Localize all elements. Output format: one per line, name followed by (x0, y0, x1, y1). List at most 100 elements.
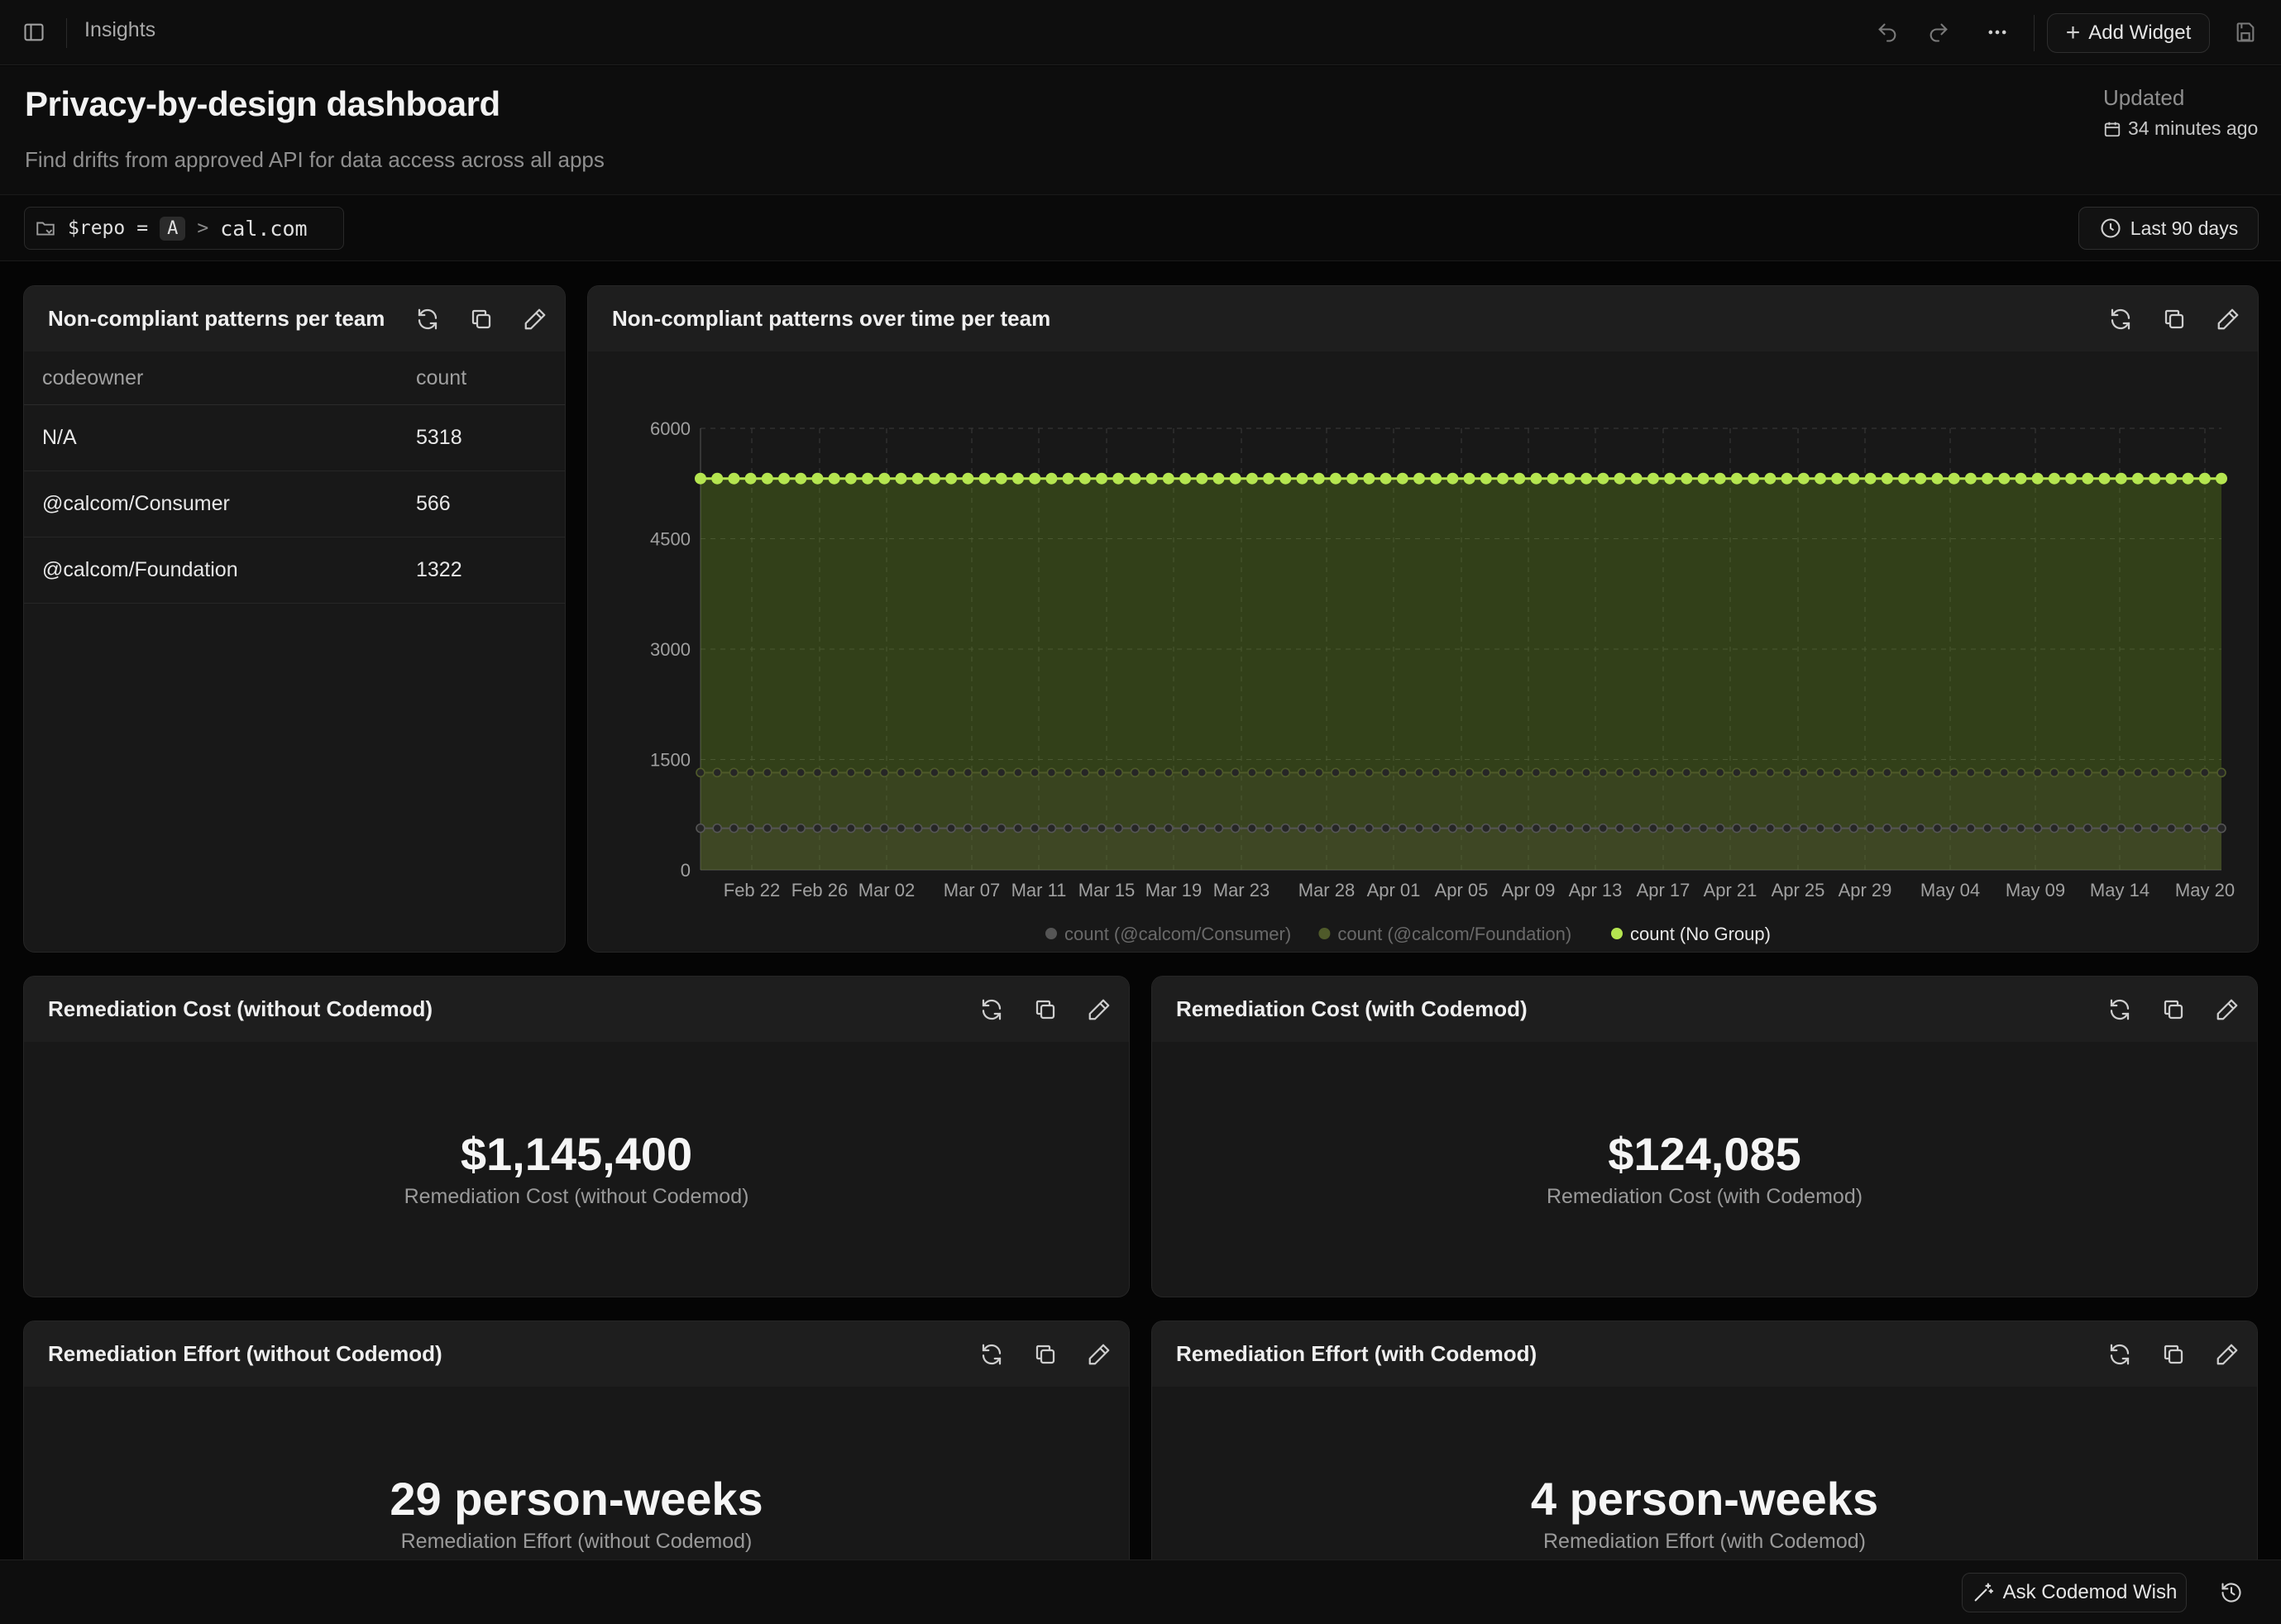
save-icon[interactable] (2227, 14, 2264, 50)
table-row[interactable]: N/A 5318 (24, 404, 565, 471)
data-point (1864, 472, 1877, 485)
ask-codemod-wish-button[interactable]: Ask Codemod Wish (1962, 1573, 2187, 1612)
data-point (796, 767, 806, 778)
edit-pencil-icon[interactable] (1081, 993, 1117, 1026)
cell-count: 5318 (416, 404, 565, 471)
data-point (2199, 767, 2210, 778)
edit-pencil-icon[interactable] (1081, 1338, 1117, 1371)
data-point (1197, 823, 1207, 833)
data-point (1113, 823, 1124, 833)
widget-header (1152, 977, 2257, 1042)
data-point (1380, 472, 1392, 485)
data-point (1363, 472, 1375, 485)
data-point (2216, 767, 2226, 778)
data-point (1080, 767, 1090, 778)
legend-label: count (No Group) (1630, 924, 1771, 944)
cell-count: 566 (416, 470, 565, 537)
data-point (979, 823, 990, 833)
edit-pencil-icon[interactable] (2209, 993, 2245, 1026)
team-table: codeowner count N/A 5318 @calcom/Consume… (24, 352, 565, 604)
data-point (1213, 823, 1224, 833)
data-point (1764, 472, 1777, 485)
data-point (1848, 472, 1860, 485)
data-point (1999, 823, 2010, 833)
legend-marker (1611, 928, 1623, 939)
data-point (1347, 767, 1357, 778)
edit-pencil-icon[interactable] (2210, 303, 2246, 336)
data-point (1313, 823, 1324, 833)
edit-pencil-icon[interactable] (2209, 1338, 2245, 1371)
data-point (1297, 823, 1308, 833)
data-point (1580, 472, 1593, 485)
data-point (2083, 823, 2093, 833)
duplicate-icon[interactable] (463, 303, 500, 336)
data-point (1346, 472, 1359, 485)
data-point (2166, 823, 2177, 833)
filter-bar (0, 195, 2281, 261)
metric-value: $124,085 (1608, 1128, 1801, 1180)
duplicate-icon[interactable] (1027, 1338, 1064, 1371)
table-row[interactable]: @calcom/Consumer 566 (24, 470, 565, 537)
data-point (1313, 767, 1324, 778)
column-header-codeowner[interactable]: codeowner (24, 352, 416, 405)
data-point (1162, 472, 1174, 485)
widget-title: Non-compliant patterns per team (48, 306, 385, 331)
data-point (895, 472, 907, 485)
duplicate-icon[interactable] (1027, 993, 1064, 1026)
breadcrumb[interactable]: Insights (84, 18, 156, 41)
updated-time: 34 minutes ago (2103, 117, 2258, 140)
data-point (829, 767, 839, 778)
data-point (996, 767, 1007, 778)
data-point (778, 472, 791, 485)
repo-folder-icon (36, 222, 55, 236)
column-header-count[interactable]: count (416, 352, 565, 405)
refresh-icon[interactable] (409, 303, 446, 336)
data-point (1630, 472, 1643, 485)
x-tick-label: Apr 21 (1704, 880, 1757, 900)
sidebar-toggle-icon[interactable] (16, 14, 52, 50)
data-point (1530, 472, 1542, 485)
data-point (1932, 823, 1943, 833)
x-tick-label: Feb 22 (724, 880, 781, 900)
x-tick-label: Apr 09 (1502, 880, 1556, 900)
more-options-icon[interactable] (1979, 14, 2016, 50)
metric-value: $1,145,400 (460, 1128, 693, 1180)
cell-codeowner: @calcom/Foundation (24, 537, 416, 604)
duplicate-icon[interactable] (2156, 303, 2193, 336)
table-row[interactable]: @calcom/Foundation 1322 (24, 537, 565, 604)
data-point (779, 767, 789, 778)
data-point (1046, 823, 1057, 833)
widget-title: Remediation Cost (without Codemod) (48, 996, 433, 1021)
add-widget-button[interactable]: + Add Widget (2047, 13, 2210, 53)
time-range-button[interactable]: Last 90 days (2078, 207, 2259, 250)
data-point (2183, 823, 2193, 833)
plus-icon: + (2065, 19, 2081, 46)
data-point (1514, 767, 1525, 778)
history-icon[interactable] (2213, 1574, 2250, 1611)
refresh-icon[interactable] (2102, 303, 2139, 336)
repo-filter-chip[interactable]: $repo = A > cal.com (24, 207, 344, 250)
duplicate-icon[interactable] (2155, 1338, 2192, 1371)
data-point (1815, 823, 1825, 833)
legend-marker (1318, 928, 1331, 939)
refresh-icon[interactable] (2102, 993, 2138, 1026)
undo-icon[interactable] (1869, 14, 1906, 50)
data-point (1414, 767, 1424, 778)
data-point (2099, 823, 2110, 833)
edit-pencil-icon[interactable] (517, 303, 553, 336)
data-point (1631, 767, 1642, 778)
repo-operator: = (136, 217, 149, 239)
redo-icon[interactable] (1920, 14, 1957, 50)
duplicate-icon[interactable] (2155, 993, 2192, 1026)
metric-label: Remediation Effort (with Codemod) (1543, 1530, 1866, 1553)
data-point (863, 823, 873, 833)
data-point (1832, 823, 1842, 833)
data-point (928, 472, 940, 485)
data-point (1531, 823, 1542, 833)
data-point (1498, 823, 1508, 833)
data-point (1948, 472, 1960, 485)
refresh-icon[interactable] (973, 993, 1010, 1026)
refresh-icon[interactable] (2102, 1338, 2138, 1371)
data-point (1513, 472, 1526, 485)
refresh-icon[interactable] (973, 1338, 1010, 1371)
